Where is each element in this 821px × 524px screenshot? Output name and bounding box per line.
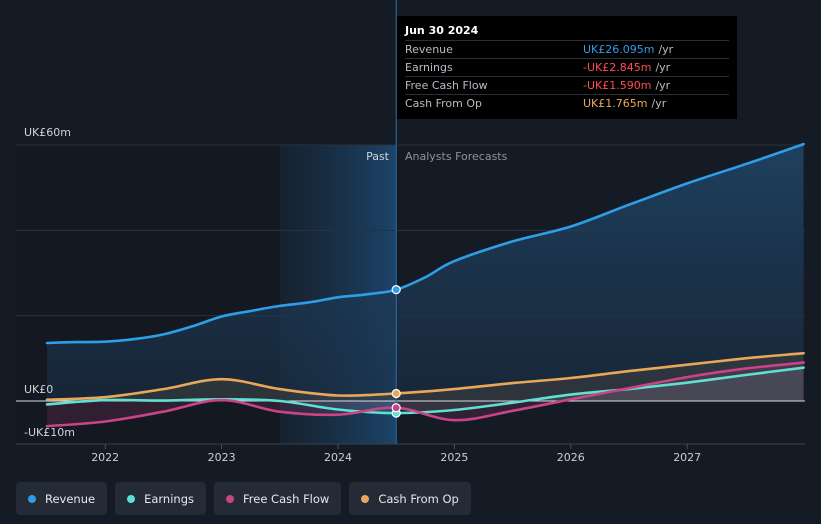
past-label: Past <box>366 150 390 163</box>
tooltip-row-value: -UK£1.590m <box>583 79 652 92</box>
legend-label: Free Cash Flow <box>243 491 330 506</box>
tooltip-row-label: Earnings <box>405 61 453 74</box>
x-tick-label: 2022 <box>91 451 119 464</box>
x-tick-label: 2027 <box>673 451 701 464</box>
y-label-zero: UK£0 <box>24 383 53 396</box>
tooltip-row-label: Free Cash Flow <box>405 79 488 92</box>
free-cash-flow-line <box>45 361 805 428</box>
cash-from-op-marker <box>391 388 401 399</box>
revenue-line <box>45 142 805 345</box>
revenue-marker <box>391 285 401 295</box>
legend-label: Revenue <box>45 491 96 506</box>
legend-label: Cash From Op <box>378 491 459 506</box>
x-tick-label: 2026 <box>557 451 585 464</box>
y-label-bottom: -UK£10m <box>24 426 75 439</box>
tooltip-row-label: Revenue <box>405 43 453 56</box>
earnings-area <box>47 367 804 414</box>
tooltip: Jun 30 2024 Revenue UK£26.095m /yr Earni… <box>397 16 737 119</box>
x-tick-label: 2025 <box>440 451 468 464</box>
legend-item-earnings[interactable]: Earnings <box>115 482 206 515</box>
tooltip-row-unit: /yr <box>655 79 671 92</box>
free-cash-flow-marker <box>391 403 401 413</box>
series-lines <box>45 142 805 428</box>
tooltip-row-free-cash-flow: Free Cash Flow -UK£1.590m /yr <box>405 76 729 94</box>
legend-dot-icon <box>361 494 370 503</box>
tooltip-row-revenue: Revenue UK£26.095m /yr <box>405 40 729 58</box>
x-tick-label: 2024 <box>324 451 352 464</box>
series-markers <box>391 285 401 418</box>
legend-dot-icon <box>127 494 136 503</box>
legend-item-free-cash-flow[interactable]: Free Cash Flow <box>214 482 342 515</box>
legend-item-cash-from-op[interactable]: Cash From Op <box>349 482 471 515</box>
tooltip-row-unit: /yr <box>658 43 674 56</box>
tooltip-row-value: UK£26.095m <box>583 43 655 56</box>
x-tick-label: 2023 <box>208 451 236 464</box>
y-label-top: UK£60m <box>24 126 71 139</box>
tooltip-row-label: Cash From Op <box>405 97 483 110</box>
legend-dot-icon <box>226 494 234 503</box>
revenue-area <box>47 144 804 401</box>
tooltip-row-value: UK£1.765m <box>583 97 648 110</box>
legend-label: Earnings <box>144 491 194 506</box>
legend-dot-icon <box>28 494 36 503</box>
legend-item-revenue[interactable]: Revenue <box>16 482 108 515</box>
tooltip-row-unit: /yr <box>655 61 671 74</box>
tooltip-date: Jun 30 2024 <box>405 24 479 37</box>
tooltip-row-earnings: Earnings -UK£2.845m /yr <box>405 58 729 76</box>
tooltip-row-unit: /yr <box>651 97 667 110</box>
legend: Revenue Earnings Free Cash Flow Cash Fro… <box>16 482 471 515</box>
cash-from-op-line <box>45 351 805 401</box>
forecast-label: Analysts Forecasts <box>405 150 508 163</box>
cash-from-op-area <box>47 353 804 401</box>
tooltip-row-value: -UK£2.845m <box>583 61 652 74</box>
tooltip-row-cash-from-op: Cash From Op UK£1.765m /yr <box>405 94 729 112</box>
earnings-line <box>45 366 805 415</box>
x-axis-ticks: 2022 2023 2024 2025 2026 2027 <box>91 444 701 464</box>
